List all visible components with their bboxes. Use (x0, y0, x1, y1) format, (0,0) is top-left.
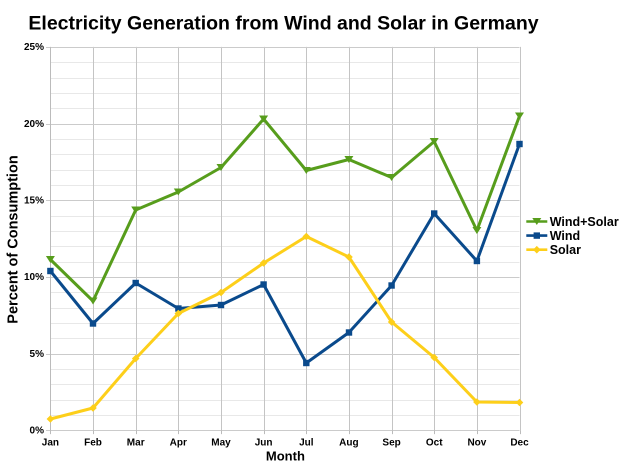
svg-text:Electricity Generation from Wi: Electricity Generation from Wind and Sol… (28, 13, 538, 35)
svg-text:Nov: Nov (467, 437, 486, 448)
svg-text:5%: 5% (30, 349, 45, 360)
svg-text:25%: 25% (24, 42, 44, 53)
svg-text:Aug: Aug (339, 437, 358, 448)
svg-text:Solar: Solar (550, 243, 581, 257)
svg-text:Dec: Dec (510, 437, 529, 448)
svg-text:20%: 20% (24, 119, 44, 130)
svg-text:Wind: Wind (550, 229, 580, 243)
svg-text:Apr: Apr (170, 437, 187, 448)
svg-text:10%: 10% (24, 272, 44, 283)
svg-text:Mar: Mar (127, 437, 145, 448)
svg-text:Jun: Jun (255, 437, 273, 448)
svg-text:Percent of Consumption: Percent of Consumption (6, 155, 22, 323)
svg-text:15%: 15% (24, 196, 44, 207)
svg-text:Wind+Solar: Wind+Solar (550, 215, 619, 229)
svg-text:Jul: Jul (299, 437, 314, 448)
svg-text:0%: 0% (30, 426, 45, 437)
svg-text:Month: Month (266, 449, 305, 464)
svg-text:Jan: Jan (42, 437, 59, 448)
svg-text:Feb: Feb (84, 437, 102, 448)
svg-text:Oct: Oct (426, 437, 443, 448)
svg-text:May: May (211, 437, 231, 448)
svg-text:Sep: Sep (382, 437, 400, 448)
